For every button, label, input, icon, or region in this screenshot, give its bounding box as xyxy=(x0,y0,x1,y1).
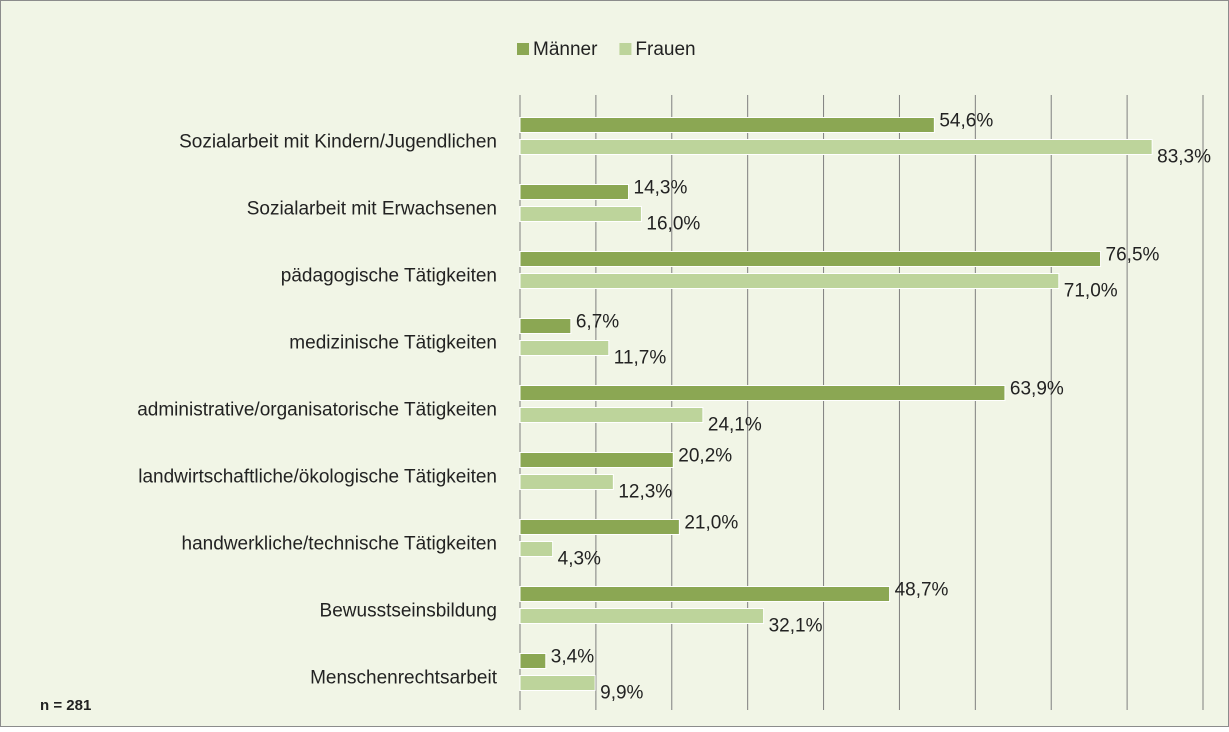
bar xyxy=(519,184,630,200)
value-label: 71,0% xyxy=(1064,281,1118,302)
category-label: landwirtschaftliche/ökologische Tätigkei… xyxy=(138,467,497,488)
bar xyxy=(519,407,704,423)
legend-swatch xyxy=(517,43,529,55)
value-label: 4,3% xyxy=(558,549,601,570)
category-label: Sozialarbeit mit Erwachsenen xyxy=(247,199,497,220)
value-label: 6,7% xyxy=(576,312,619,333)
bar xyxy=(519,541,554,557)
bar xyxy=(519,608,765,624)
bar xyxy=(519,653,547,669)
value-label: 20,2% xyxy=(678,446,732,467)
value-label: 11,7% xyxy=(614,348,667,369)
legend-swatch xyxy=(619,43,632,55)
value-label: 54,6% xyxy=(939,111,993,132)
legend-label: Frauen xyxy=(635,39,695,60)
bar xyxy=(519,474,614,490)
value-label: 83,3% xyxy=(1157,147,1211,168)
bar xyxy=(519,117,935,133)
bar xyxy=(519,519,680,535)
legend-label: Männer xyxy=(533,39,598,60)
category-label: pädagogische Tätigkeiten xyxy=(281,266,497,287)
bar xyxy=(519,675,596,691)
value-label: 3,4% xyxy=(551,647,594,668)
value-label: 24,1% xyxy=(708,415,762,436)
bar xyxy=(519,586,891,602)
value-label: 9,9% xyxy=(600,683,643,704)
value-label: 12,3% xyxy=(618,482,672,503)
value-label: 32,1% xyxy=(769,616,823,637)
value-label: 16,0% xyxy=(646,214,700,235)
bar xyxy=(519,139,1153,155)
value-label: 14,3% xyxy=(634,178,688,199)
value-label: 48,7% xyxy=(895,580,949,601)
category-label: handwerkliche/technische Tätigkeiten xyxy=(182,534,497,555)
bar xyxy=(519,452,674,468)
bar xyxy=(519,206,642,222)
bar xyxy=(519,340,610,356)
category-label: Bewusstseinsbildung xyxy=(320,601,497,622)
bar xyxy=(519,385,1006,401)
bar xyxy=(519,273,1060,289)
value-label: 76,5% xyxy=(1106,245,1160,266)
category-label: Menschenrechtsarbeit xyxy=(310,668,498,689)
value-label: 21,0% xyxy=(684,513,738,534)
category-label: medizinische Tätigkeiten xyxy=(289,333,497,354)
bar xyxy=(519,251,1102,267)
category-label: Sozialarbeit mit Kindern/Jugendlichen xyxy=(179,132,497,153)
category-label: administrative/organisatorische Tätigkei… xyxy=(137,400,497,421)
sample-size: n = 281 xyxy=(40,697,91,714)
bar xyxy=(519,318,572,334)
value-label: 63,9% xyxy=(1010,379,1064,400)
